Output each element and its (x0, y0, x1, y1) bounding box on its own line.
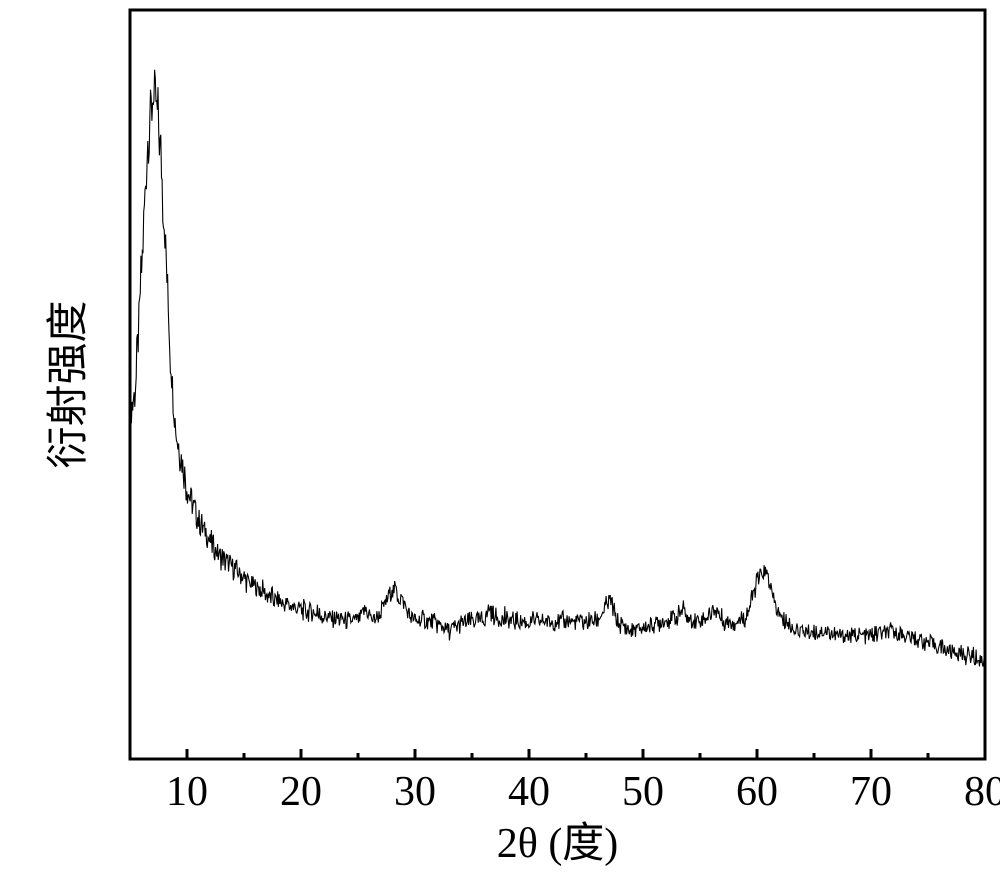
x-tick-label: 60 (736, 769, 778, 815)
x-axis-label: 2θ (度) (497, 821, 619, 867)
x-tick-label: 80 (964, 769, 1000, 815)
x-tick-label: 70 (850, 769, 892, 815)
x-tick-label: 30 (394, 769, 436, 815)
x-tick-label: 50 (622, 769, 664, 815)
x-tick-label: 10 (166, 769, 208, 815)
plot-svg: 10 20 30 40 50 60 70 80 2θ (度) 衍射强度 (0, 0, 1000, 879)
x-tick-label: 40 (508, 769, 550, 815)
x-tick-label: 20 (280, 769, 322, 815)
y-axis-label: 衍射强度 (46, 300, 92, 468)
xrd-chart: 10 20 30 40 50 60 70 80 2θ (度) 衍射强度 (0, 0, 1000, 879)
plot-border (130, 10, 985, 759)
